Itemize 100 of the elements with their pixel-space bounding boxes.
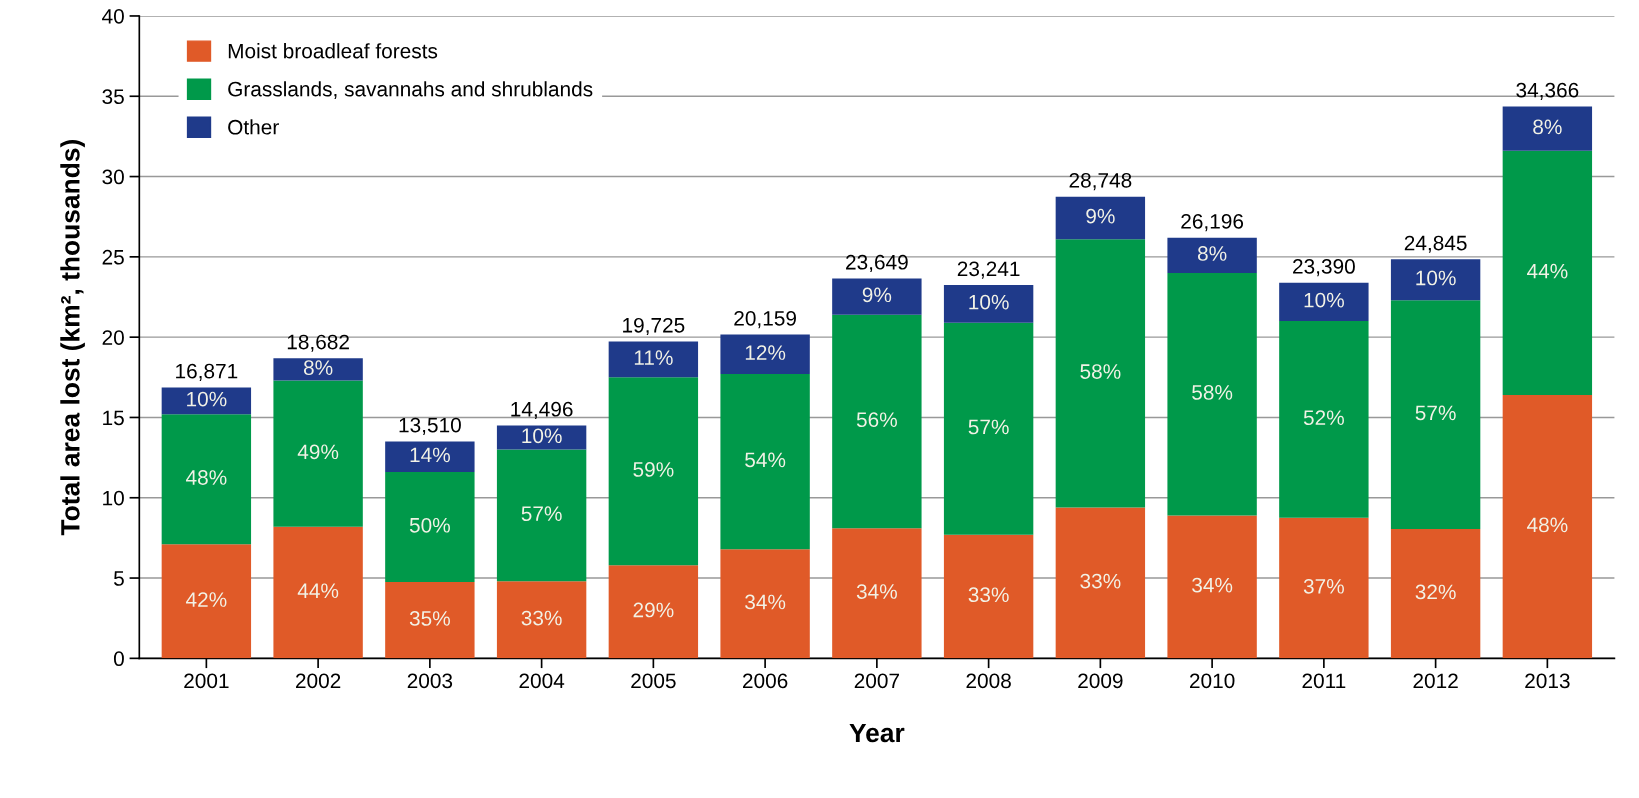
x-tick-label: 2001 [184,673,229,689]
annotation: 9% [862,287,892,303]
bar [1502,106,1593,151]
annotation: 35% [409,611,450,626]
bar [608,377,699,566]
bar [1390,529,1481,659]
annotation: 37% [1303,578,1344,594]
annotation: 58% [1192,385,1233,400]
bar [608,341,699,378]
total-label: 28,748 [1069,172,1132,191]
bar [496,425,587,450]
annotation: 34% [745,594,786,610]
annotation: 33% [521,610,562,626]
total-label: 26,196 [1181,213,1244,232]
annotation: 10% [1416,270,1456,286]
y-tick-label: 40 [102,8,124,24]
bar [161,387,252,415]
x-tick-label: 2006 [742,673,788,689]
annotation: 10% [969,294,1009,310]
bar [161,414,252,545]
annotation: 44% [297,583,339,599]
bar [943,534,1034,659]
total-label: 16,871 [176,363,238,381]
legend-label: Moist broadleaf forests [228,43,438,59]
bar [1055,507,1146,659]
x-tick-label: 2011 [1302,673,1346,689]
x-tick-label: 2003 [407,673,453,689]
annotation: 54% [745,452,786,468]
bar [832,278,922,315]
bar [1502,150,1593,395]
annotation: 57% [521,506,562,522]
x-tick-label: 2009 [1078,673,1123,689]
bar [273,358,363,381]
annotation: 44% [1527,263,1568,279]
y-tick-label: 30 [102,169,124,185]
total-label: 23,649 [846,254,908,273]
x-tick-label: 2007 [854,673,899,689]
annotation: 11% [634,350,673,365]
annotation: 56% [856,412,897,428]
total-label: 23,390 [1293,259,1355,277]
annotation: 32% [1415,584,1456,600]
annotation: 34% [856,584,897,599]
bar [1167,515,1257,659]
y-tick-label: 0 [113,651,124,667]
bar [1502,394,1593,659]
annotation: 12% [745,345,786,360]
annotation: 9% [1086,208,1115,224]
y-tick-label: 20 [102,330,124,345]
bar [496,449,587,582]
total-label: 24,845 [1404,235,1467,253]
total-label: 18,682 [287,334,349,352]
x-tick-label: 2010 [1189,673,1235,689]
x-tick-label: 2005 [631,673,676,689]
bar [832,528,922,659]
total-label: 20,159 [734,310,796,329]
bar [496,581,587,659]
annotation: 52% [1303,410,1344,426]
bar [161,544,252,659]
bar [943,285,1034,323]
bar [720,334,810,375]
annotation: 50% [409,517,450,533]
annotation: 10% [1304,292,1344,308]
bar [273,526,363,659]
annotation: 49% [297,444,339,460]
bar [720,374,810,550]
y-tick-label: 35 [102,89,124,105]
legend-label: Grasslands, savannahs and shrublands [228,81,593,99]
bar [1055,239,1146,508]
bar [1279,517,1369,659]
y-tick-label: 10 [103,490,124,506]
x-tick-label: 2013 [1525,673,1570,689]
bar [1279,282,1369,322]
bar [385,441,475,473]
total-label: 13,510 [399,417,461,435]
annotation: 57% [968,419,1009,435]
bar [608,565,699,659]
bar [1167,272,1257,516]
x-tick-label: 2004 [519,673,565,689]
annotation: 57% [1415,405,1456,421]
total-label: 14,496 [511,401,573,420]
total-label: 34,366 [1516,82,1579,100]
annotation: 8% [303,360,333,376]
x-tick-label: 2008 [966,673,1011,689]
annotation: 33% [1080,573,1121,589]
bar [1055,196,1146,240]
annotation: 14% [410,447,450,463]
bar [273,380,363,527]
x-tick-label: 2002 [295,673,341,689]
total-label: 19,725 [623,317,685,336]
annotation: 29% [633,602,674,618]
bar [1167,237,1257,273]
bar [385,472,475,583]
bar [720,549,810,659]
bar [943,322,1034,535]
legend-label: Other [228,119,279,135]
annotation: 58% [1080,364,1121,379]
bar [1390,300,1481,530]
bar [1279,321,1369,518]
annotation: 48% [186,470,227,485]
annotation: 34% [1192,577,1233,593]
